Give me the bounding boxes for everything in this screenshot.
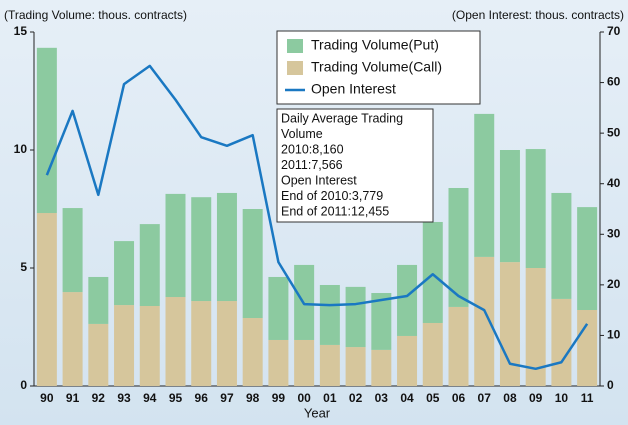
x-tick-label: 96 (195, 391, 209, 405)
y-tick-label: 10 (14, 142, 28, 156)
x-tick-label: 09 (529, 391, 543, 405)
x-tick-label: 08 (503, 391, 517, 405)
bar (191, 301, 212, 386)
bar (268, 276, 289, 340)
legend-label: Open Interest (311, 81, 396, 97)
bar (139, 305, 160, 386)
annotation-box (276, 108, 434, 223)
bar (62, 292, 83, 386)
annotation-text: 2011:7,566 (281, 158, 343, 172)
bar (62, 208, 83, 293)
bar (525, 149, 546, 268)
legend-label: Trading Volume(Call) (311, 59, 442, 75)
x-tick-label: 94 (143, 391, 157, 405)
x-tick-label: 98 (246, 391, 260, 405)
x-tick-label: 03 (375, 391, 389, 405)
legend-swatch (287, 39, 303, 53)
bar (319, 344, 340, 386)
annotation-text: End of 2010:3,779 (281, 189, 383, 203)
x-tick-label: 00 (297, 391, 311, 405)
bar (422, 221, 443, 323)
bar (216, 301, 237, 386)
bar (191, 197, 212, 302)
bar (397, 264, 418, 336)
x-tick-label: 07 (478, 391, 492, 405)
bar (114, 241, 135, 306)
y-tick-label: 5 (20, 260, 27, 274)
y2-tick-label: 20 (607, 277, 621, 291)
legend-box (276, 30, 481, 105)
x-tick-label: 01 (323, 391, 337, 405)
y2-tick-label: 40 (607, 176, 621, 190)
bar (448, 306, 469, 386)
y2-tick-label: 10 (607, 328, 621, 342)
bar (268, 339, 289, 386)
bar (345, 347, 366, 386)
x-tick-label: 97 (220, 391, 234, 405)
legend-swatch (287, 61, 303, 75)
bar (294, 339, 315, 386)
bar (397, 335, 418, 386)
bar (577, 207, 598, 311)
bar (551, 192, 572, 299)
x-tick-label: 91 (66, 391, 80, 405)
y2-tick-label: 30 (607, 226, 621, 240)
y2-tick-label: 70 (607, 24, 621, 38)
bar (474, 256, 495, 386)
x-tick-label: 95 (169, 391, 183, 405)
y-tick-label: 15 (14, 24, 28, 38)
bar (242, 318, 263, 386)
annotation-text: End of 2011:12,455 (281, 204, 389, 218)
bar (474, 113, 495, 257)
legend-label: Trading Volume(Put) (311, 37, 439, 53)
x-tick-label: 99 (272, 391, 286, 405)
bar (216, 192, 237, 302)
y2-tick-label: 50 (607, 125, 621, 139)
x-tick-label: 93 (117, 391, 131, 405)
bar (422, 322, 443, 386)
annotation-text: Daily Average Trading (281, 111, 403, 125)
y-axis-label: (Trading Volume: thous. contracts) (4, 8, 187, 22)
bar (36, 213, 57, 386)
bar (499, 150, 520, 263)
bar (371, 293, 392, 350)
bar (345, 286, 366, 348)
bar (139, 224, 160, 306)
line (45, 64, 589, 371)
x-tick-label: 04 (400, 391, 414, 405)
bar (499, 262, 520, 386)
y2-tick-label: 60 (607, 75, 621, 89)
bar (319, 284, 340, 345)
x-tick-label: 11 (581, 391, 594, 405)
annotation-text: 2010:8,160 (281, 142, 344, 156)
bar (88, 276, 109, 324)
bar (448, 187, 469, 307)
annotation-text: Open Interest (281, 173, 357, 187)
bar (551, 298, 572, 386)
bar (165, 193, 186, 298)
bar (242, 209, 263, 319)
x-tick-label: 06 (452, 391, 466, 405)
x-tick-label: 90 (40, 391, 54, 405)
x-tick-label: 02 (349, 391, 363, 405)
y2-tick-label: 0 (607, 378, 614, 392)
bar (577, 310, 598, 386)
bar (114, 305, 135, 386)
bar (88, 323, 109, 386)
bar (36, 47, 57, 214)
bar (525, 268, 546, 386)
y-tick-label: 0 (20, 378, 27, 392)
x-tick-label: 92 (92, 391, 106, 405)
x-tick-label: 05 (426, 391, 440, 405)
bar (165, 297, 186, 386)
annotation-text: Volume (281, 127, 323, 141)
x-axis-label: Year (304, 405, 331, 420)
x-tick-label: 10 (555, 391, 569, 405)
y2-axis-label: (Open Interest: thous. contracts) (452, 8, 624, 22)
bar (371, 349, 392, 386)
